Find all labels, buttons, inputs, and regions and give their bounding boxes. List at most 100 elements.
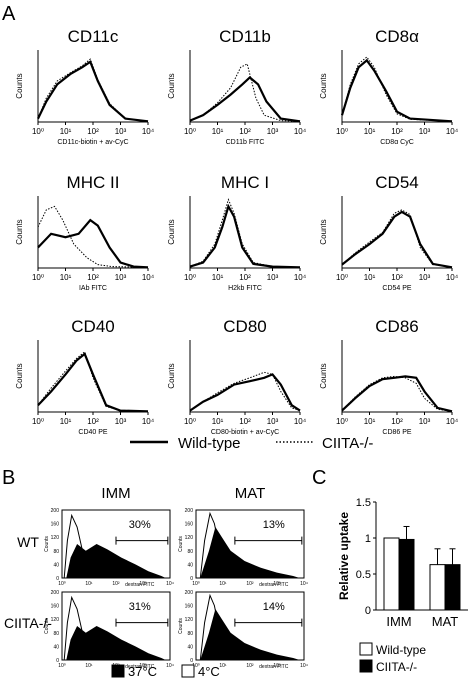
- legend-label-ciita: CIITA-/-: [322, 435, 373, 452]
- x-axis-label: CD40 PE: [78, 429, 108, 436]
- subplot-title: CD86: [375, 317, 418, 336]
- y-tick-label: 200: [185, 590, 194, 596]
- y-axis-label: Counts: [167, 219, 176, 244]
- x-axis-label: CD11b FITC: [226, 139, 265, 146]
- histogram-cd11b: CD11b Counts 10⁰ 10¹ 10² 10³ 10⁴ CD11b FITC: [167, 27, 307, 146]
- x-tick-label: 10¹: [60, 127, 72, 136]
- x-tick-label: 10¹: [364, 127, 376, 136]
- ciita-ko-trace: [37, 350, 149, 412]
- x-tick-label: 10⁴: [142, 417, 155, 426]
- x-tick-label: 10¹: [212, 273, 224, 282]
- y-axis-label: Counts: [319, 219, 328, 244]
- y-axis-label: Counts: [178, 618, 184, 634]
- x-tick-label: 10²: [87, 127, 99, 136]
- wild-type-trace: [37, 218, 149, 269]
- legend-swatch-4c: [181, 664, 195, 678]
- histogram-cd8-: CD8α Counts 10⁰ 10¹ 10² 10³ 10⁴ CD8α CyC: [319, 27, 459, 146]
- x-tick-label: 10⁰: [32, 127, 44, 136]
- axis-frame: [341, 196, 452, 269]
- y-tick-label: 120: [185, 535, 194, 541]
- y-axis-label: Counts: [167, 73, 176, 98]
- x-tick-label: 10⁰: [336, 127, 348, 136]
- x-tick-label: 10³: [267, 417, 279, 426]
- x-tick-label: 10⁰: [184, 127, 196, 136]
- y-tick-label: 40: [187, 644, 193, 650]
- x-tick-label: 10³: [267, 127, 279, 136]
- x-tick-label: 10²: [246, 663, 254, 669]
- y-tick-label: 0.5: [356, 569, 371, 581]
- y-tick-label: 120: [51, 535, 60, 541]
- panel-label-b: B: [2, 467, 15, 489]
- panel-c-bar-chart: 0 0.5 1 1.5 Relative uptake IMM MAT Wild-type CI…: [337, 497, 468, 674]
- x-tick-label: 10³: [273, 663, 281, 669]
- y-axis-label: Counts: [15, 363, 24, 388]
- y-axis-label: Counts: [15, 219, 24, 244]
- column-label-imm: IMM: [101, 485, 130, 502]
- x-tick-label: 10⁰: [184, 273, 196, 282]
- y-tick-label: 40: [187, 562, 193, 568]
- x-tick-label: 10⁴: [446, 127, 459, 136]
- x-tick-label: 10⁰: [336, 417, 348, 426]
- histogram-4c: [199, 593, 242, 661]
- x-tick-label: 10⁴: [294, 127, 307, 136]
- subplot-title: CD11b: [219, 27, 271, 46]
- legend-swatch-37c: [111, 664, 125, 678]
- histogram-37c: [66, 544, 166, 578]
- x-tick-label: 10⁰: [32, 273, 44, 282]
- y-tick-label: 0: [190, 576, 193, 582]
- x-tick-label: 10¹: [212, 417, 224, 426]
- y-tick-label: 0: [365, 605, 371, 617]
- histogram-cd80: CD80 Counts 10⁰ 10¹ 10² 10³ 10⁴ CD80-biotin + a…: [167, 317, 307, 436]
- x-axis-label: CD8α CyC: [380, 139, 414, 146]
- y-tick-label: 120: [185, 617, 194, 623]
- histogram-37c: [200, 527, 300, 578]
- x-tick-label: 10⁴: [294, 273, 307, 282]
- y-axis-label: Counts: [319, 363, 328, 388]
- y-tick-label: 80: [187, 549, 193, 555]
- x-tick-label: 10⁰: [336, 273, 348, 282]
- row-label-wt: WT: [17, 534, 39, 550]
- subplot-title: MHC I: [221, 173, 269, 192]
- dextran-histogram-wt-mat: 13% Counts 0 40 80 120 160 200 10⁰ 10¹ 10² 10³ 10⁴ de…: [178, 508, 308, 588]
- histogram-mhc-ii: MHC II Counts 10⁰ 10¹ 10² 10³ 10⁴ IAb FITC: [15, 173, 155, 292]
- x-tick-label: 10³: [139, 663, 147, 669]
- column-label-mat: MAT: [235, 485, 266, 502]
- x-tick-label: 10²: [246, 581, 254, 587]
- y-tick-label: 0: [190, 658, 193, 664]
- y-tick-label: 0: [56, 576, 59, 582]
- category-label-mat: MAT: [432, 614, 459, 629]
- x-tick-label: 10³: [273, 581, 281, 587]
- subplot-title: MHC II: [67, 173, 120, 192]
- x-tick-label: 10³: [419, 417, 431, 426]
- x-tick-label: 10⁴: [294, 417, 307, 426]
- ciita-ko-trace: [37, 205, 149, 268]
- wild-type-trace: [189, 203, 301, 269]
- y-axis-label: Counts: [178, 536, 184, 552]
- axis-frame: [189, 50, 300, 123]
- x-tick-label: 10⁴: [142, 273, 155, 282]
- subplot-title: CD40: [71, 317, 114, 336]
- x-tick-label: 10³: [419, 127, 431, 136]
- x-tick-label: 10⁴: [166, 581, 174, 587]
- x-tick-label: 10¹: [60, 417, 72, 426]
- y-tick-label: 200: [185, 508, 194, 514]
- wild-type-trace: [341, 210, 453, 269]
- x-tick-label: 10³: [115, 273, 127, 282]
- panel-b-histograms: IMM MATWTCIITA-/-30%Counts040801201602001…: [4, 485, 308, 670]
- x-tick-label: 10²: [391, 417, 403, 426]
- wild-type-trace: [37, 352, 149, 413]
- x-tick-label: 10¹: [219, 581, 227, 587]
- legend-swatch-ciita: [359, 659, 373, 673]
- x-tick-label: 10³: [139, 581, 147, 587]
- gate-percent: 13%: [263, 519, 285, 531]
- subplot-title: CD80: [223, 317, 266, 336]
- x-tick-label: 10⁴: [166, 663, 174, 669]
- gate-percent: 14%: [263, 601, 285, 613]
- histogram-37c: [66, 626, 166, 660]
- x-tick-label: 10²: [239, 417, 251, 426]
- legend-label-ciita: CIITA-/-: [376, 660, 417, 674]
- x-tick-label: 10¹: [212, 127, 224, 136]
- x-tick-label: 10²: [391, 127, 403, 136]
- x-axis-label: dextran FITC: [259, 664, 289, 670]
